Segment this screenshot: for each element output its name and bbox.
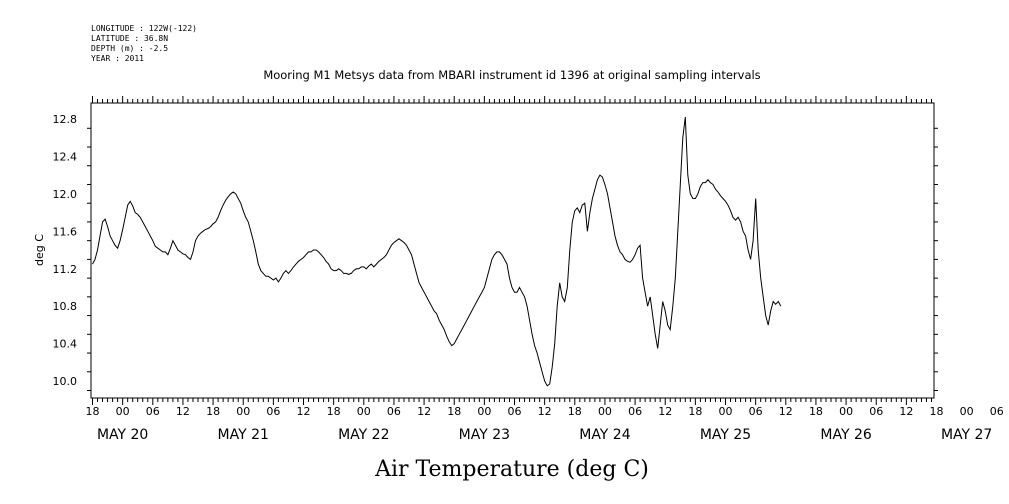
y-axis-label: deg C [33,234,46,266]
x-tick-label: 12 [297,405,311,418]
x-day-label: MAY 24 [579,427,630,443]
x-tick-label: 12 [176,405,190,418]
x-tick-label: 00 [236,405,250,418]
y-tick-label: 10.8 [53,300,78,313]
x-tick-label: 06 [266,405,280,418]
y-tick-label: 10.0 [53,375,78,388]
x-tick-label: 18 [688,405,702,418]
x-tick-label: 12 [417,405,431,418]
x-tick-label: 00 [477,405,491,418]
x-tick-label: 00 [719,405,733,418]
x-tick-label: 00 [357,405,371,418]
y-tick-label: 11.6 [53,225,78,238]
x-tick-label: 12 [779,405,793,418]
x-tick-label: 06 [990,405,1004,418]
plot-frame [90,102,935,399]
x-tick-label: 06 [628,405,642,418]
x-tick-label: 06 [508,405,522,418]
x-day-label: MAY 20 [97,427,148,443]
x-tick-label: 00 [598,405,612,418]
x-axis-label: Air Temperature (deg C) [374,457,649,482]
latitude-text: LATITUDE : 36.8N [91,34,168,43]
x-tick-label: 06 [869,405,883,418]
x-tick-label: 12 [538,405,552,418]
y-tick-label: 12.0 [53,188,78,201]
y-tick-labels: 10.0 10.4 10.8 11.2 11.6 12.0 12.4 12.8 [53,113,78,388]
x-tick-label: 00 [116,405,130,418]
longitude-text: LONGITUDE : 122W(-122) [91,24,197,33]
x-tick-label: 18 [86,405,100,418]
depth-text: DEPTH (m) : -2.5 [91,44,168,53]
y-tick-label: 12.4 [53,150,78,163]
x-tick-label: 18 [447,405,461,418]
x-tick-labels: 18 00 06 12 18 00 06 12 18 00 06 12 18 00 06 12 18 00 06 12… [86,405,1004,418]
x-tick-label: 06 [387,405,401,418]
x-day-label: MAY 22 [338,427,389,443]
series-line [92,116,782,387]
year-text: YEAR : 2011 [91,54,144,63]
axis-ticks [87,96,938,405]
x-tick-label: 18 [568,405,582,418]
x-tick-label: 12 [658,405,672,418]
x-day-labels: MAY 20 MAY 21 MAY 22 MAY 23 MAY 24 MAY 25 MAY … [97,427,992,443]
chart-title: Mooring M1 Metsys data from MBARI instru… [263,68,760,82]
y-tick-label: 10.4 [53,338,78,351]
x-tick-label: 18 [809,405,823,418]
x-tick-label: 18 [930,405,944,418]
x-day-label: MAY 23 [459,427,510,443]
x-day-label: MAY 25 [700,427,751,443]
y-tick-label: 11.2 [53,263,78,276]
x-tick-label: 00 [960,405,974,418]
x-day-label: MAY 26 [820,427,871,443]
x-day-label: MAY 27 [941,427,992,443]
x-tick-label: 00 [839,405,853,418]
x-tick-label: 12 [899,405,913,418]
x-tick-label: 18 [327,405,341,418]
x-day-label: MAY 21 [218,427,269,443]
x-tick-label: 18 [206,405,220,418]
header-info: LONGITUDE : 122W(-122) LATITUDE : 36.8N … [91,24,197,63]
y-tick-label: 12.8 [53,113,78,126]
x-tick-label: 06 [146,405,160,418]
x-tick-label: 06 [749,405,763,418]
